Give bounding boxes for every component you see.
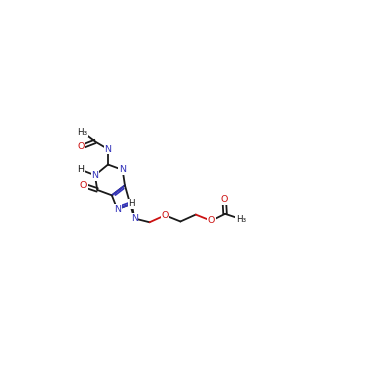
Text: H: H — [78, 165, 85, 174]
Text: O: O — [80, 181, 87, 190]
Text: O: O — [208, 216, 215, 225]
Text: N: N — [114, 205, 121, 214]
Text: O: O — [77, 142, 85, 151]
Text: H₃: H₃ — [78, 128, 88, 137]
Text: O: O — [161, 211, 169, 220]
Text: N: N — [104, 145, 111, 154]
Text: N: N — [119, 165, 126, 174]
Text: O: O — [221, 195, 228, 205]
Text: N: N — [91, 171, 98, 180]
Text: H: H — [128, 199, 135, 208]
Text: N: N — [131, 214, 138, 223]
Text: H₃: H₃ — [236, 215, 246, 224]
